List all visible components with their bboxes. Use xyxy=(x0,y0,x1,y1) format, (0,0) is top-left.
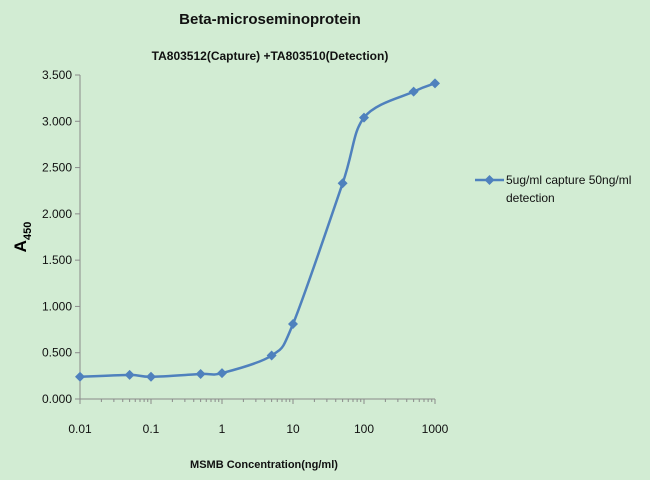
y-axis-title: A450 xyxy=(11,222,34,253)
y-axis-title-subscript: 450 xyxy=(22,222,34,240)
y-tick-label: 2.500 xyxy=(42,161,72,175)
data-point-marker xyxy=(288,319,298,330)
y-tick-label: 2.000 xyxy=(42,207,72,221)
x-ticks: 0.01 0.1 1 10 100 1000 xyxy=(68,399,449,436)
chart-title: Beta-microseminoprotein xyxy=(179,11,361,28)
y-tick-label: 1.000 xyxy=(42,299,72,313)
x-tick-label: 10 xyxy=(286,422,300,436)
data-point-marker xyxy=(430,78,440,89)
data-point-marker xyxy=(217,368,227,379)
y-tick-label: 1.500 xyxy=(42,253,72,267)
legend-marker xyxy=(484,175,495,185)
data-point-marker xyxy=(195,369,206,380)
y-tick-label: 3.500 xyxy=(42,68,72,82)
y-tick-label: 3.000 xyxy=(42,114,72,128)
y-axis-title-main: A xyxy=(11,240,30,252)
legend-label: 5ug/ml capture 50ng/ml detection xyxy=(506,173,631,205)
x-axis-title: MSMB Concentration(ng/ml) xyxy=(190,459,338,471)
y-ticks: 0.000 0.500 1.000 1.500 2.000 2.500 3.000 3.500 xyxy=(42,68,80,406)
x-tick-label: 1000 xyxy=(422,422,449,436)
x-tick-label: 0.01 xyxy=(68,422,92,436)
x-tick-label: 1 xyxy=(219,422,226,436)
data-point-marker xyxy=(146,371,156,382)
data-point-marker xyxy=(408,86,419,97)
data-point-marker xyxy=(337,178,348,189)
y-tick-label: 0.500 xyxy=(42,346,72,360)
data-point-marker xyxy=(124,369,135,380)
x-tick-label: 0.1 xyxy=(143,422,160,436)
chart-subtitle: TA803512(Capture) +TA803510(Detection) xyxy=(152,49,389,63)
axes xyxy=(79,75,435,400)
data-point-marker xyxy=(75,371,85,382)
legend: 5ug/ml capture 50ng/ml detection xyxy=(475,173,631,205)
y-tick-label: 0.000 xyxy=(42,392,72,406)
x-tick-label: 100 xyxy=(354,422,374,436)
series-line xyxy=(79,82,436,379)
svg-text:A450: A450 xyxy=(11,222,34,253)
data-point-marker xyxy=(266,350,277,361)
data-point-marker xyxy=(359,112,369,123)
series-group xyxy=(75,78,440,382)
